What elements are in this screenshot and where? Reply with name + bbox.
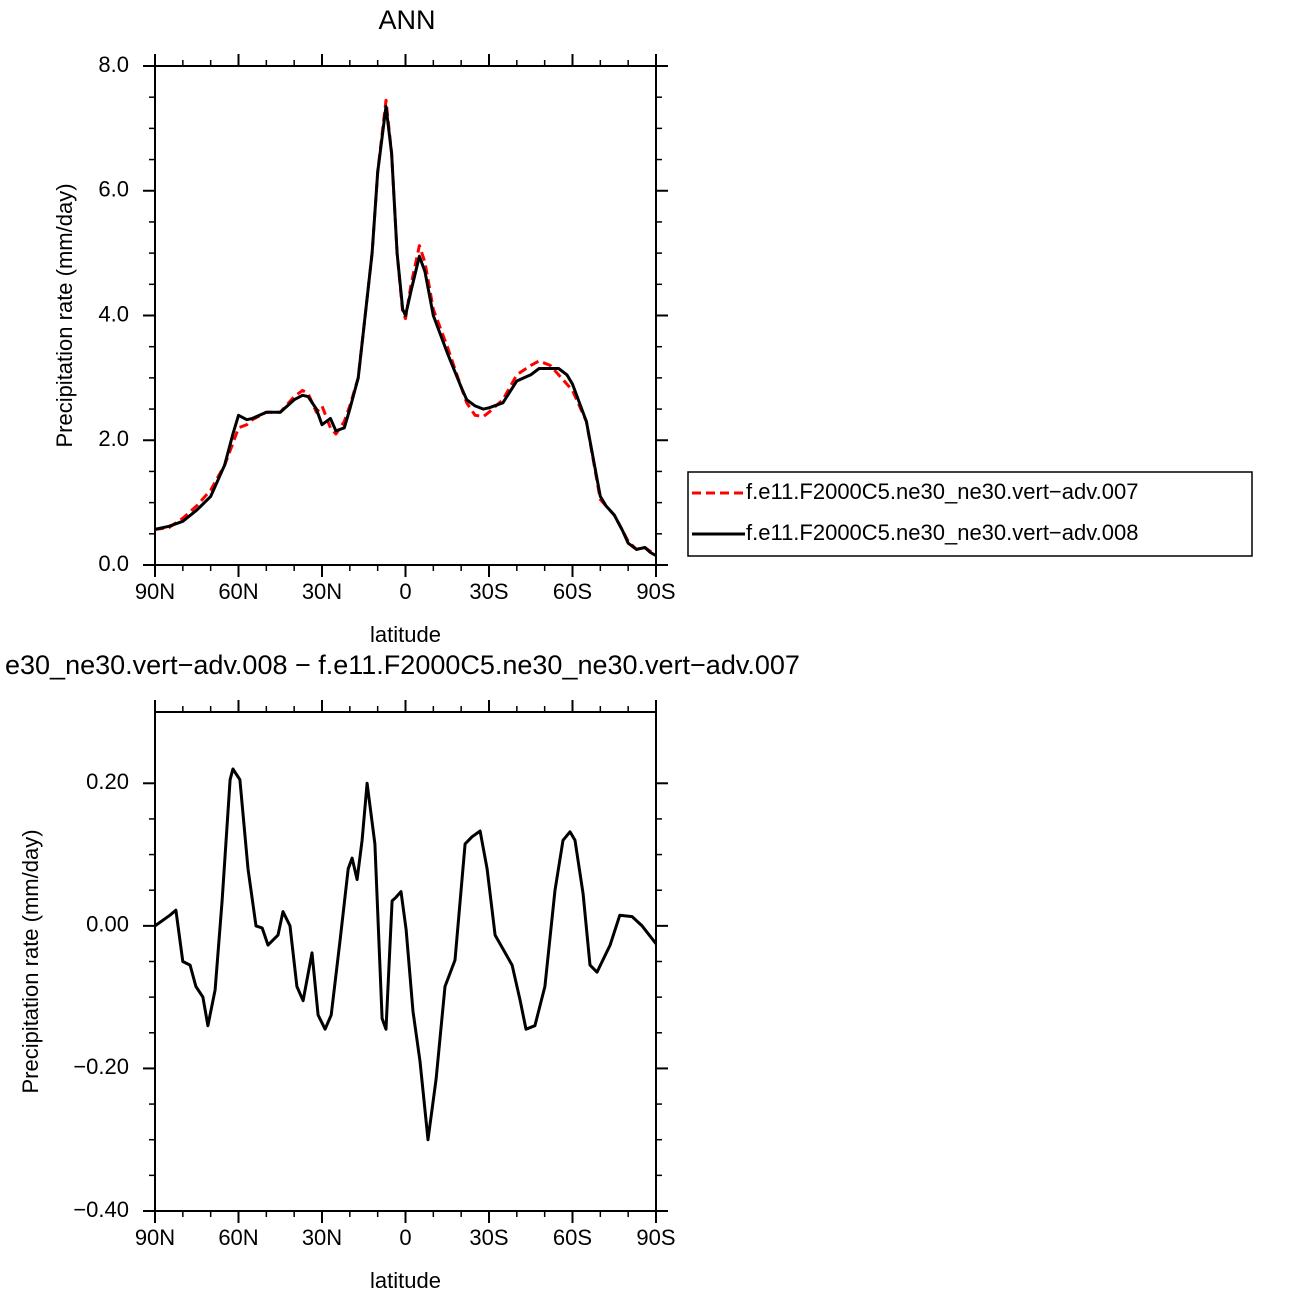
legend-label: f.e11.F2000C5.ne30_ne30.vert−adv.008 — [746, 520, 1138, 545]
y-tick-label: 6.0 — [98, 177, 129, 202]
x-axis-label: latitude — [370, 1268, 441, 1293]
x-tick-label: 60S — [553, 579, 592, 604]
y-tick-label: 4.0 — [98, 301, 129, 326]
x-tick-label: 60N — [218, 579, 258, 604]
x-tick-label: 60S — [553, 1225, 592, 1250]
y-tick-label: 0.20 — [86, 769, 129, 794]
data-line — [154, 767, 658, 1142]
y-axis-label: Precipitation rate (mm/day) — [52, 183, 77, 447]
y-axis-label: Precipitation rate (mm/day) — [18, 829, 43, 1093]
x-tick-label: 90S — [636, 579, 675, 604]
data-line — [154, 105, 657, 557]
x-tick-label: 60N — [218, 1225, 258, 1250]
y-tick-label: 0.00 — [86, 912, 129, 937]
x-tick-label: 0 — [399, 1225, 411, 1250]
legend-label: f.e11.F2000C5.ne30_ne30.vert−adv.007 — [746, 479, 1138, 504]
y-tick-label: −0.40 — [73, 1197, 129, 1222]
data-line — [154, 98, 657, 557]
x-tick-label: 0 — [399, 579, 411, 604]
y-tick-label: 8.0 — [98, 52, 129, 77]
x-axis-label: latitude — [370, 622, 441, 647]
x-tick-label: 90N — [135, 1225, 175, 1250]
x-tick-label: 90S — [636, 1225, 675, 1250]
plot-frame — [154, 711, 657, 1212]
y-tick-label: 0.0 — [98, 551, 129, 576]
chart-title: ANN — [378, 5, 435, 35]
x-tick-label: 90N — [135, 579, 175, 604]
x-tick-label: 30S — [469, 1225, 508, 1250]
x-tick-label: 30N — [302, 579, 342, 604]
x-tick-label: 30N — [302, 1225, 342, 1250]
y-tick-label: 2.0 — [98, 426, 129, 451]
chart-title: e30_ne30.vert−adv.008 − f.e11.F2000C5.ne… — [5, 650, 800, 680]
legend-box — [687, 471, 1253, 557]
plot-frame — [154, 65, 657, 566]
y-tick-label: −0.20 — [73, 1054, 129, 1079]
x-tick-label: 30S — [469, 579, 508, 604]
